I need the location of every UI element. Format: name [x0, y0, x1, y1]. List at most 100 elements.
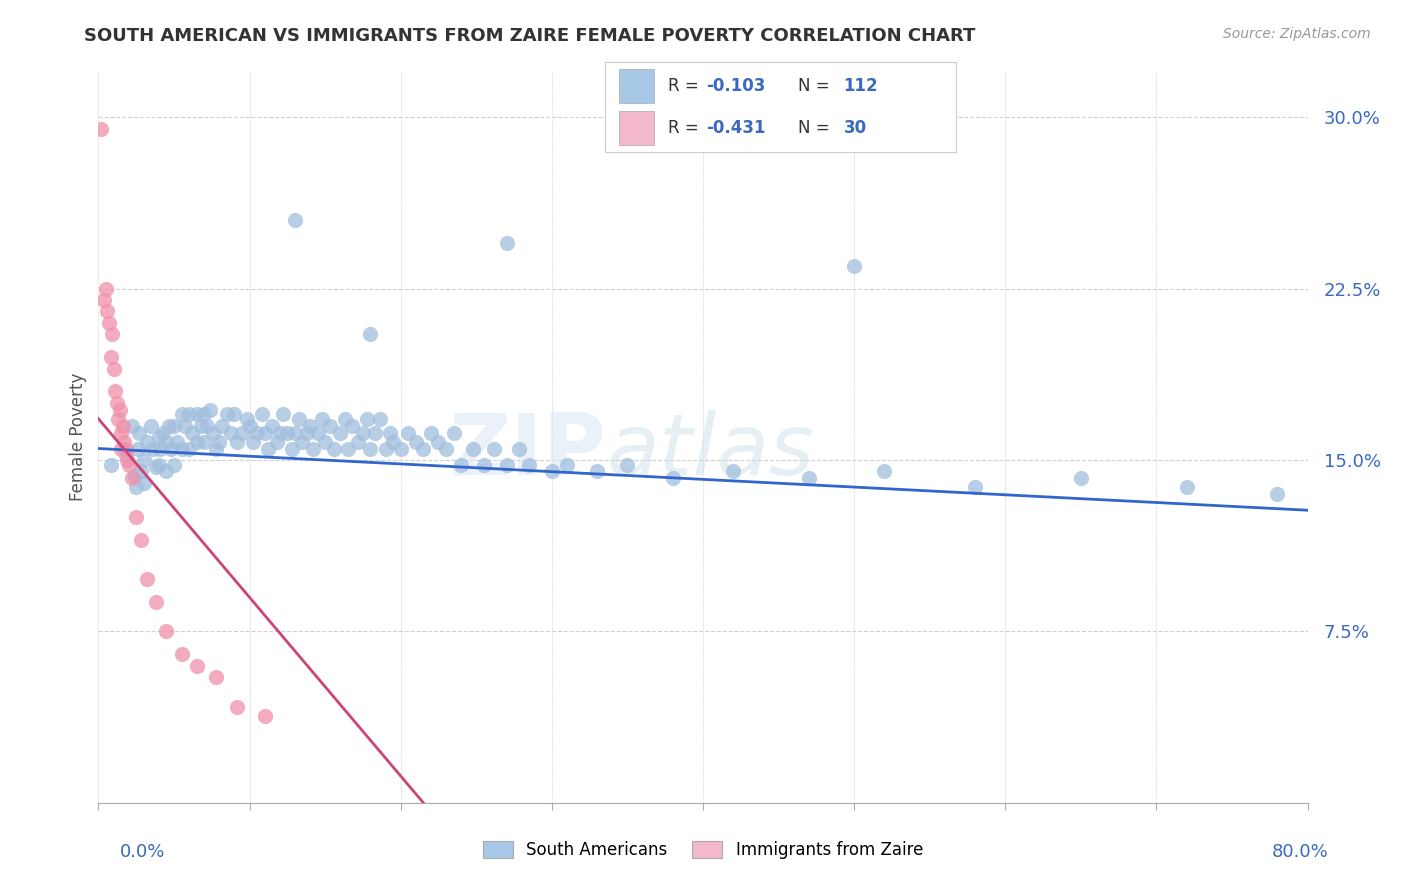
Point — [118, 458, 141, 472]
Point — [242, 434, 264, 449]
Point — [405, 434, 427, 449]
Point — [443, 425, 465, 440]
Point — [420, 425, 443, 440]
Point — [586, 464, 609, 478]
Point — [202, 425, 225, 440]
Point — [495, 458, 517, 472]
Text: SOUTH AMERICAN VS IMMIGRANTS FROM ZAIRE FEMALE POVERTY CORRELATION CHART: SOUTH AMERICAN VS IMMIGRANTS FROM ZAIRE … — [84, 27, 976, 45]
Text: 80.0%: 80.0% — [1272, 843, 1329, 861]
Point — [127, 442, 149, 456]
Point — [224, 407, 246, 421]
Point — [329, 425, 352, 440]
Point — [495, 235, 517, 250]
Point — [1267, 487, 1289, 501]
Point — [450, 458, 472, 472]
Point — [132, 475, 155, 490]
Point — [256, 442, 278, 456]
Point — [314, 434, 336, 449]
Point — [281, 442, 304, 456]
Point — [112, 434, 135, 449]
Point — [135, 572, 157, 586]
Point — [253, 425, 276, 440]
Point — [323, 442, 346, 456]
Point — [103, 361, 125, 376]
Point — [364, 425, 387, 440]
Point — [193, 407, 215, 421]
Point — [427, 434, 450, 449]
Text: R =: R = — [668, 77, 704, 95]
Point — [121, 471, 143, 485]
Point — [179, 407, 201, 421]
Text: 30: 30 — [844, 119, 866, 136]
Point — [276, 425, 298, 440]
Point — [135, 434, 157, 449]
Y-axis label: Female Poverty: Female Poverty — [69, 373, 87, 501]
Point — [231, 425, 253, 440]
Point — [284, 425, 307, 440]
Point — [148, 458, 170, 472]
Point — [342, 418, 364, 433]
Point — [100, 350, 122, 364]
Point — [347, 434, 370, 449]
Point — [125, 510, 148, 524]
Point — [145, 459, 167, 474]
Point — [333, 412, 356, 426]
Point — [125, 480, 148, 494]
Point — [105, 396, 128, 410]
Point — [179, 442, 201, 456]
Point — [352, 425, 374, 440]
Point — [155, 434, 177, 449]
Point — [307, 425, 329, 440]
Point — [463, 442, 485, 456]
Text: 0.0%: 0.0% — [120, 843, 165, 861]
Point — [163, 418, 186, 433]
Point — [215, 407, 238, 421]
Point — [253, 709, 276, 723]
Point — [186, 434, 208, 449]
Point — [472, 458, 495, 472]
Point — [396, 425, 419, 440]
Point — [382, 434, 405, 449]
Point — [149, 442, 172, 456]
Point — [284, 213, 307, 227]
Point — [484, 442, 506, 456]
Point — [291, 434, 314, 449]
Point — [100, 458, 122, 472]
Point — [163, 458, 186, 472]
Point — [434, 442, 457, 456]
Point — [155, 624, 177, 639]
Point — [124, 469, 146, 483]
Point — [115, 453, 138, 467]
Point — [661, 471, 683, 485]
Point — [965, 480, 987, 494]
Point — [221, 425, 243, 440]
Point — [1175, 480, 1198, 494]
Point — [170, 407, 193, 421]
Point — [318, 418, 340, 433]
Point — [159, 418, 181, 433]
Point — [226, 699, 249, 714]
Point — [288, 412, 311, 426]
Point — [110, 442, 132, 456]
Text: N =: N = — [799, 119, 835, 136]
Point — [211, 418, 233, 433]
Point — [295, 425, 318, 440]
Point — [132, 453, 155, 467]
Point — [205, 442, 228, 456]
Point — [302, 442, 325, 456]
Point — [141, 418, 163, 433]
Point — [200, 402, 222, 417]
Point — [356, 412, 378, 426]
Point — [360, 442, 382, 456]
Point — [108, 402, 131, 417]
Point — [111, 418, 134, 433]
Bar — [619, 111, 654, 145]
Point — [181, 425, 204, 440]
Point — [104, 384, 127, 399]
Point — [368, 412, 391, 426]
Point — [555, 458, 578, 472]
Point — [155, 464, 177, 478]
Point — [336, 442, 359, 456]
Bar — [619, 69, 654, 103]
Point — [246, 425, 269, 440]
